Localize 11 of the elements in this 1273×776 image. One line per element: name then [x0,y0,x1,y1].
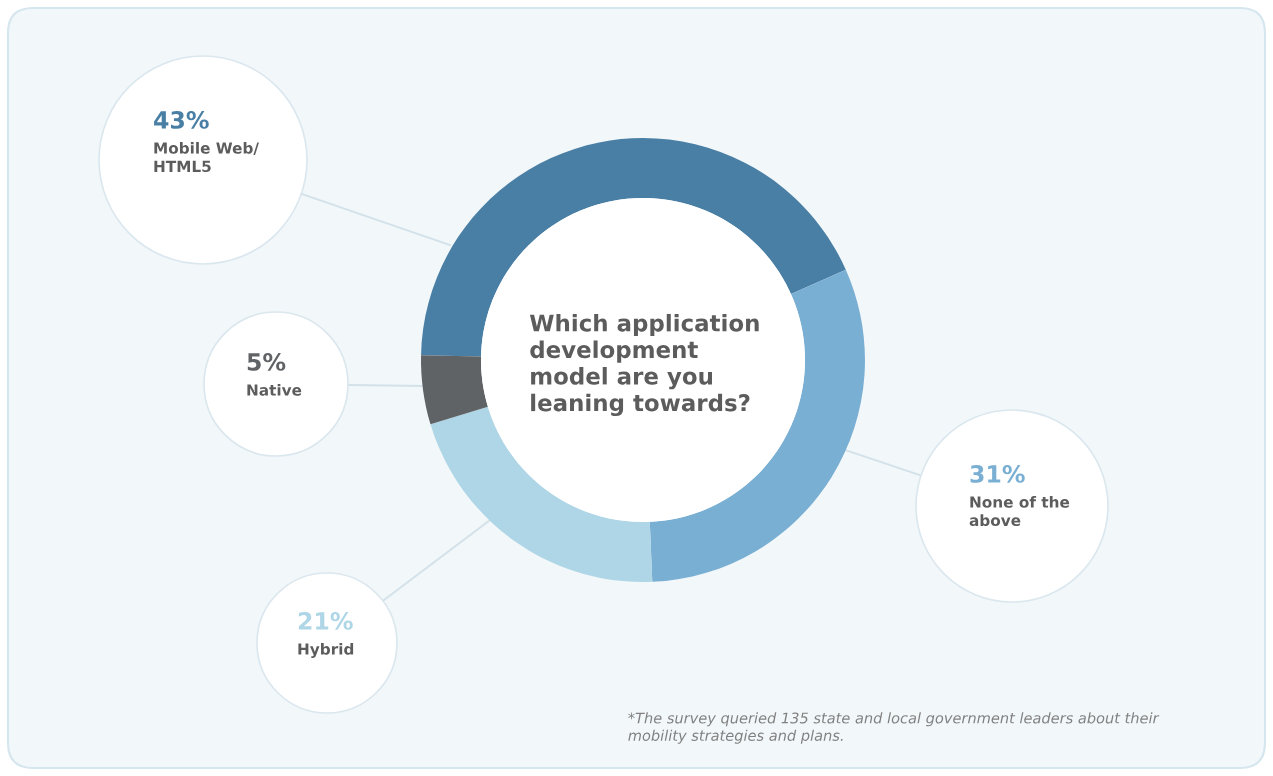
text: Which application development model are you leaning towards? [529,313,759,417]
data-label: 31% [970,464,1025,483]
slice-label: Mobile Web/ HTML5 [154,142,259,173]
data-label: 43% [154,110,209,129]
data-label: 5% [247,352,286,371]
data-label: 21% [298,611,353,630]
text: *The survey queried 135 state and local government leaders about their mobility strategies and plans. [628,712,1160,744]
slice-label: Native [247,384,302,396]
slice-label: Hybrid [298,643,354,658]
slice-label: None of the above [969,496,1070,527]
donut-slice [421,355,488,425]
